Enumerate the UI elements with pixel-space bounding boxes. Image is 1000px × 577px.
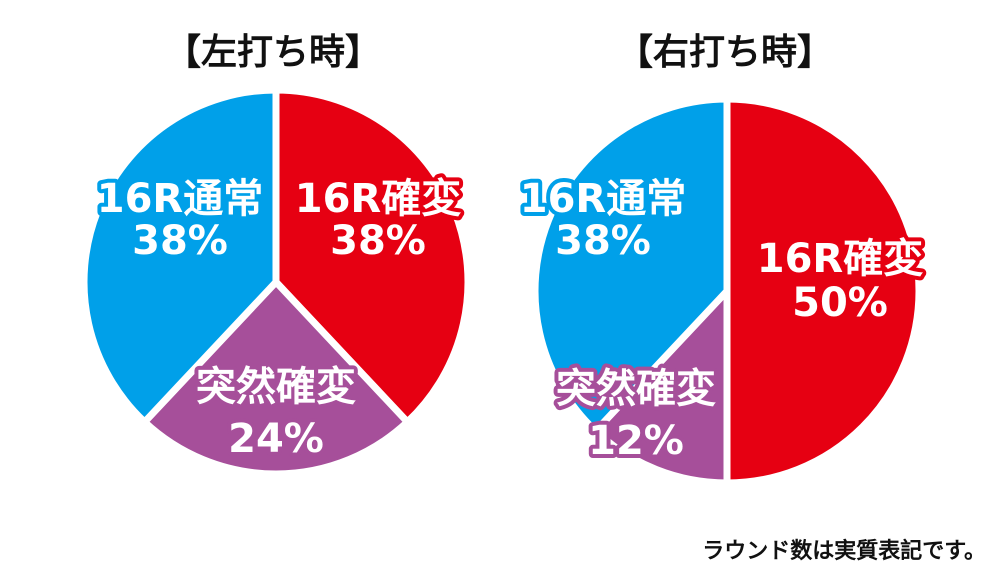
pie-slice-tsujo-16r: [80, 86, 280, 426]
pie-slice-tsujo-16r: [531, 95, 731, 435]
slice-label: 突然確変: [556, 366, 716, 412]
slice-label: 16R通常: [520, 176, 686, 222]
footnote: ラウンド数は実質表記です。: [702, 539, 986, 564]
slice-value-label: 38%: [555, 218, 651, 264]
slice-value-label: 12%: [588, 418, 684, 464]
slice-label: 16R通常: [97, 176, 263, 222]
pie-slice-kakuhen-16r: [723, 95, 923, 487]
slice-value-label: 24%: [228, 416, 324, 462]
pie-slice-totsuzen-kakuhen: [141, 278, 411, 478]
slice-label: 16R確変: [295, 176, 461, 222]
chart-title: 【右打ち時】: [617, 32, 833, 73]
chart-title: 【左打ち時】: [165, 32, 381, 73]
slice-label: 16R確変: [757, 236, 923, 282]
slice-value-label: 38%: [132, 218, 228, 264]
slice-value-label: 50%: [792, 280, 888, 326]
slice-value-label: 38%: [330, 218, 426, 264]
pie-slice-kakuhen-16r: [272, 86, 472, 426]
pie-slice-totsuzen-kakuhen: [592, 287, 731, 487]
slice-label: 突然確変: [196, 364, 356, 410]
